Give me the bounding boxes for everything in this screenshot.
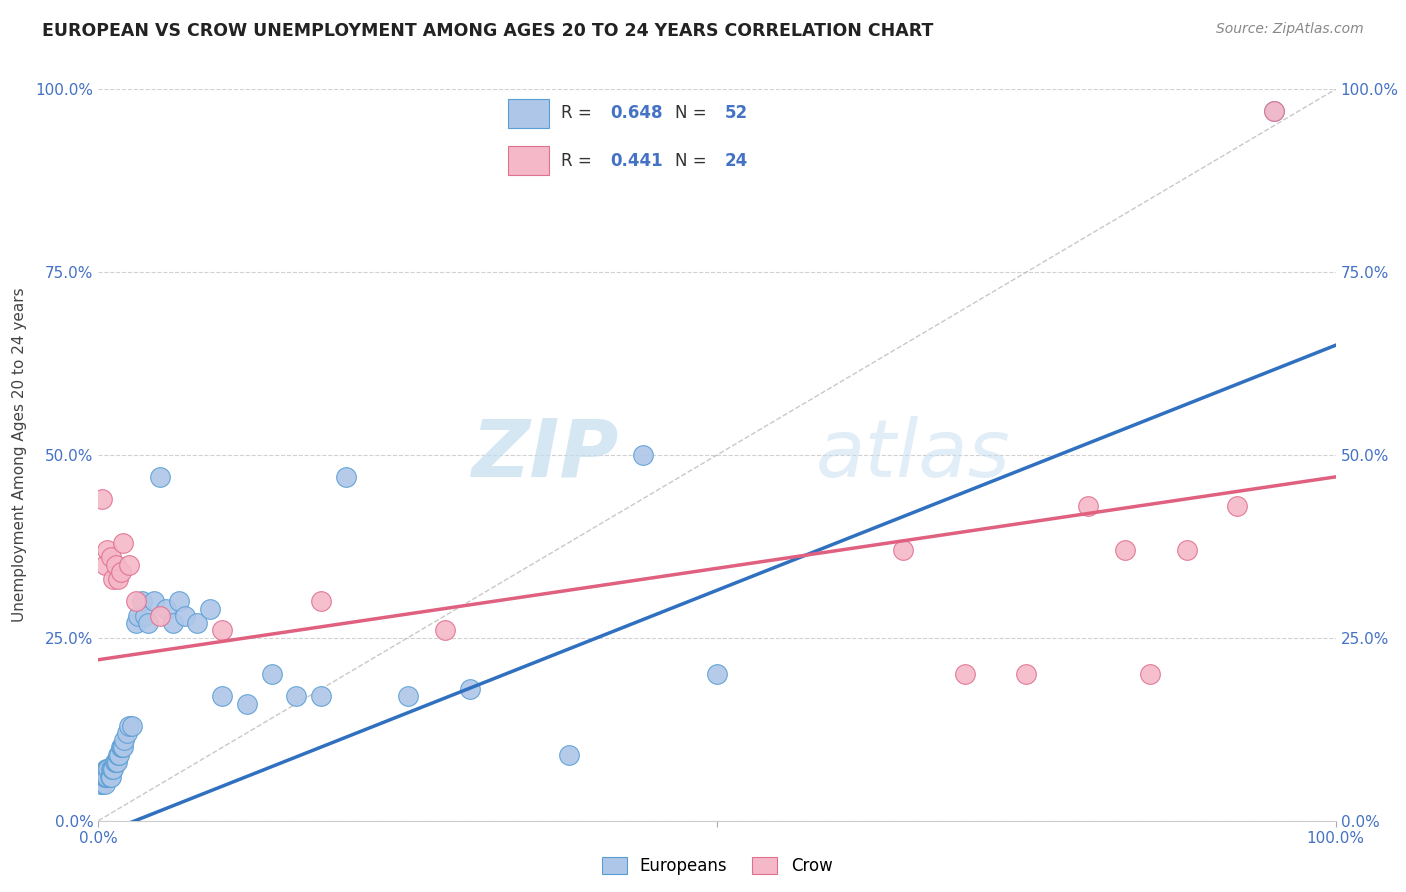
Point	[97, 763, 120, 777]
Point	[136, 616, 159, 631]
Point	[104, 558, 127, 572]
Point	[96, 770, 118, 784]
Point	[110, 565, 132, 579]
Text: N =: N =	[675, 152, 713, 169]
Point	[174, 608, 197, 623]
Point	[103, 755, 125, 769]
Point	[134, 608, 156, 623]
Text: 24: 24	[725, 152, 748, 169]
Point	[167, 594, 190, 608]
Point	[91, 491, 114, 506]
Point	[93, 770, 115, 784]
Point	[112, 740, 135, 755]
Point	[433, 624, 456, 638]
Point	[110, 740, 132, 755]
Point	[309, 690, 332, 704]
Point	[94, 763, 117, 777]
Point	[1263, 104, 1285, 119]
Point	[107, 747, 129, 762]
Point	[118, 718, 141, 732]
Point	[112, 535, 135, 549]
Point	[108, 747, 131, 762]
Point	[706, 667, 728, 681]
Text: 0.441: 0.441	[610, 152, 664, 169]
Text: atlas: atlas	[815, 416, 1011, 494]
Point	[105, 755, 128, 769]
Point	[1114, 543, 1136, 558]
Text: N =: N =	[675, 104, 713, 122]
Point	[143, 594, 166, 608]
Point	[100, 550, 122, 565]
Point	[335, 470, 357, 484]
Text: R =: R =	[561, 104, 598, 122]
Point	[953, 667, 976, 681]
Point	[458, 681, 481, 696]
Point	[198, 601, 221, 615]
Text: 0.648: 0.648	[610, 104, 664, 122]
Point	[115, 726, 138, 740]
Point	[124, 594, 146, 608]
Point	[186, 616, 208, 631]
Point	[96, 763, 118, 777]
Bar	[509, 146, 548, 175]
Point	[101, 763, 124, 777]
Point	[98, 770, 121, 784]
Y-axis label: Unemployment Among Ages 20 to 24 years: Unemployment Among Ages 20 to 24 years	[13, 287, 27, 623]
Text: ZIP: ZIP	[471, 416, 619, 494]
Point	[118, 558, 141, 572]
Point	[121, 718, 143, 732]
Text: R =: R =	[561, 152, 598, 169]
Point	[124, 616, 146, 631]
Point	[1015, 667, 1038, 681]
Point	[93, 558, 115, 572]
Point	[260, 667, 283, 681]
Point	[112, 733, 135, 747]
Point	[103, 572, 125, 586]
Point	[90, 777, 112, 791]
Point	[104, 755, 127, 769]
Point	[211, 624, 233, 638]
Point	[107, 572, 129, 586]
Point	[93, 777, 115, 791]
Legend: Europeans, Crow: Europeans, Crow	[595, 850, 839, 882]
Point	[557, 747, 579, 762]
Point	[111, 740, 134, 755]
Point	[631, 448, 654, 462]
Point	[1139, 667, 1161, 681]
Text: EUROPEAN VS CROW UNEMPLOYMENT AMONG AGES 20 TO 24 YEARS CORRELATION CHART: EUROPEAN VS CROW UNEMPLOYMENT AMONG AGES…	[42, 22, 934, 40]
Point	[131, 594, 153, 608]
Point	[1077, 499, 1099, 513]
Point	[96, 543, 118, 558]
Point	[149, 608, 172, 623]
Point	[155, 601, 177, 615]
Point	[309, 594, 332, 608]
Point	[1226, 499, 1249, 513]
Point	[100, 763, 122, 777]
Bar	[509, 99, 548, 128]
Point	[149, 470, 172, 484]
Point	[93, 770, 115, 784]
Point	[1263, 104, 1285, 119]
Point	[891, 543, 914, 558]
Point	[285, 690, 308, 704]
Point	[236, 697, 259, 711]
Point	[127, 608, 149, 623]
Point	[396, 690, 419, 704]
Point	[103, 763, 125, 777]
Point	[100, 770, 122, 784]
Point	[211, 690, 233, 704]
Text: 52: 52	[725, 104, 748, 122]
Point	[162, 616, 184, 631]
Point	[91, 777, 114, 791]
Point	[1175, 543, 1198, 558]
Point	[94, 770, 117, 784]
Text: Source: ZipAtlas.com: Source: ZipAtlas.com	[1216, 22, 1364, 37]
